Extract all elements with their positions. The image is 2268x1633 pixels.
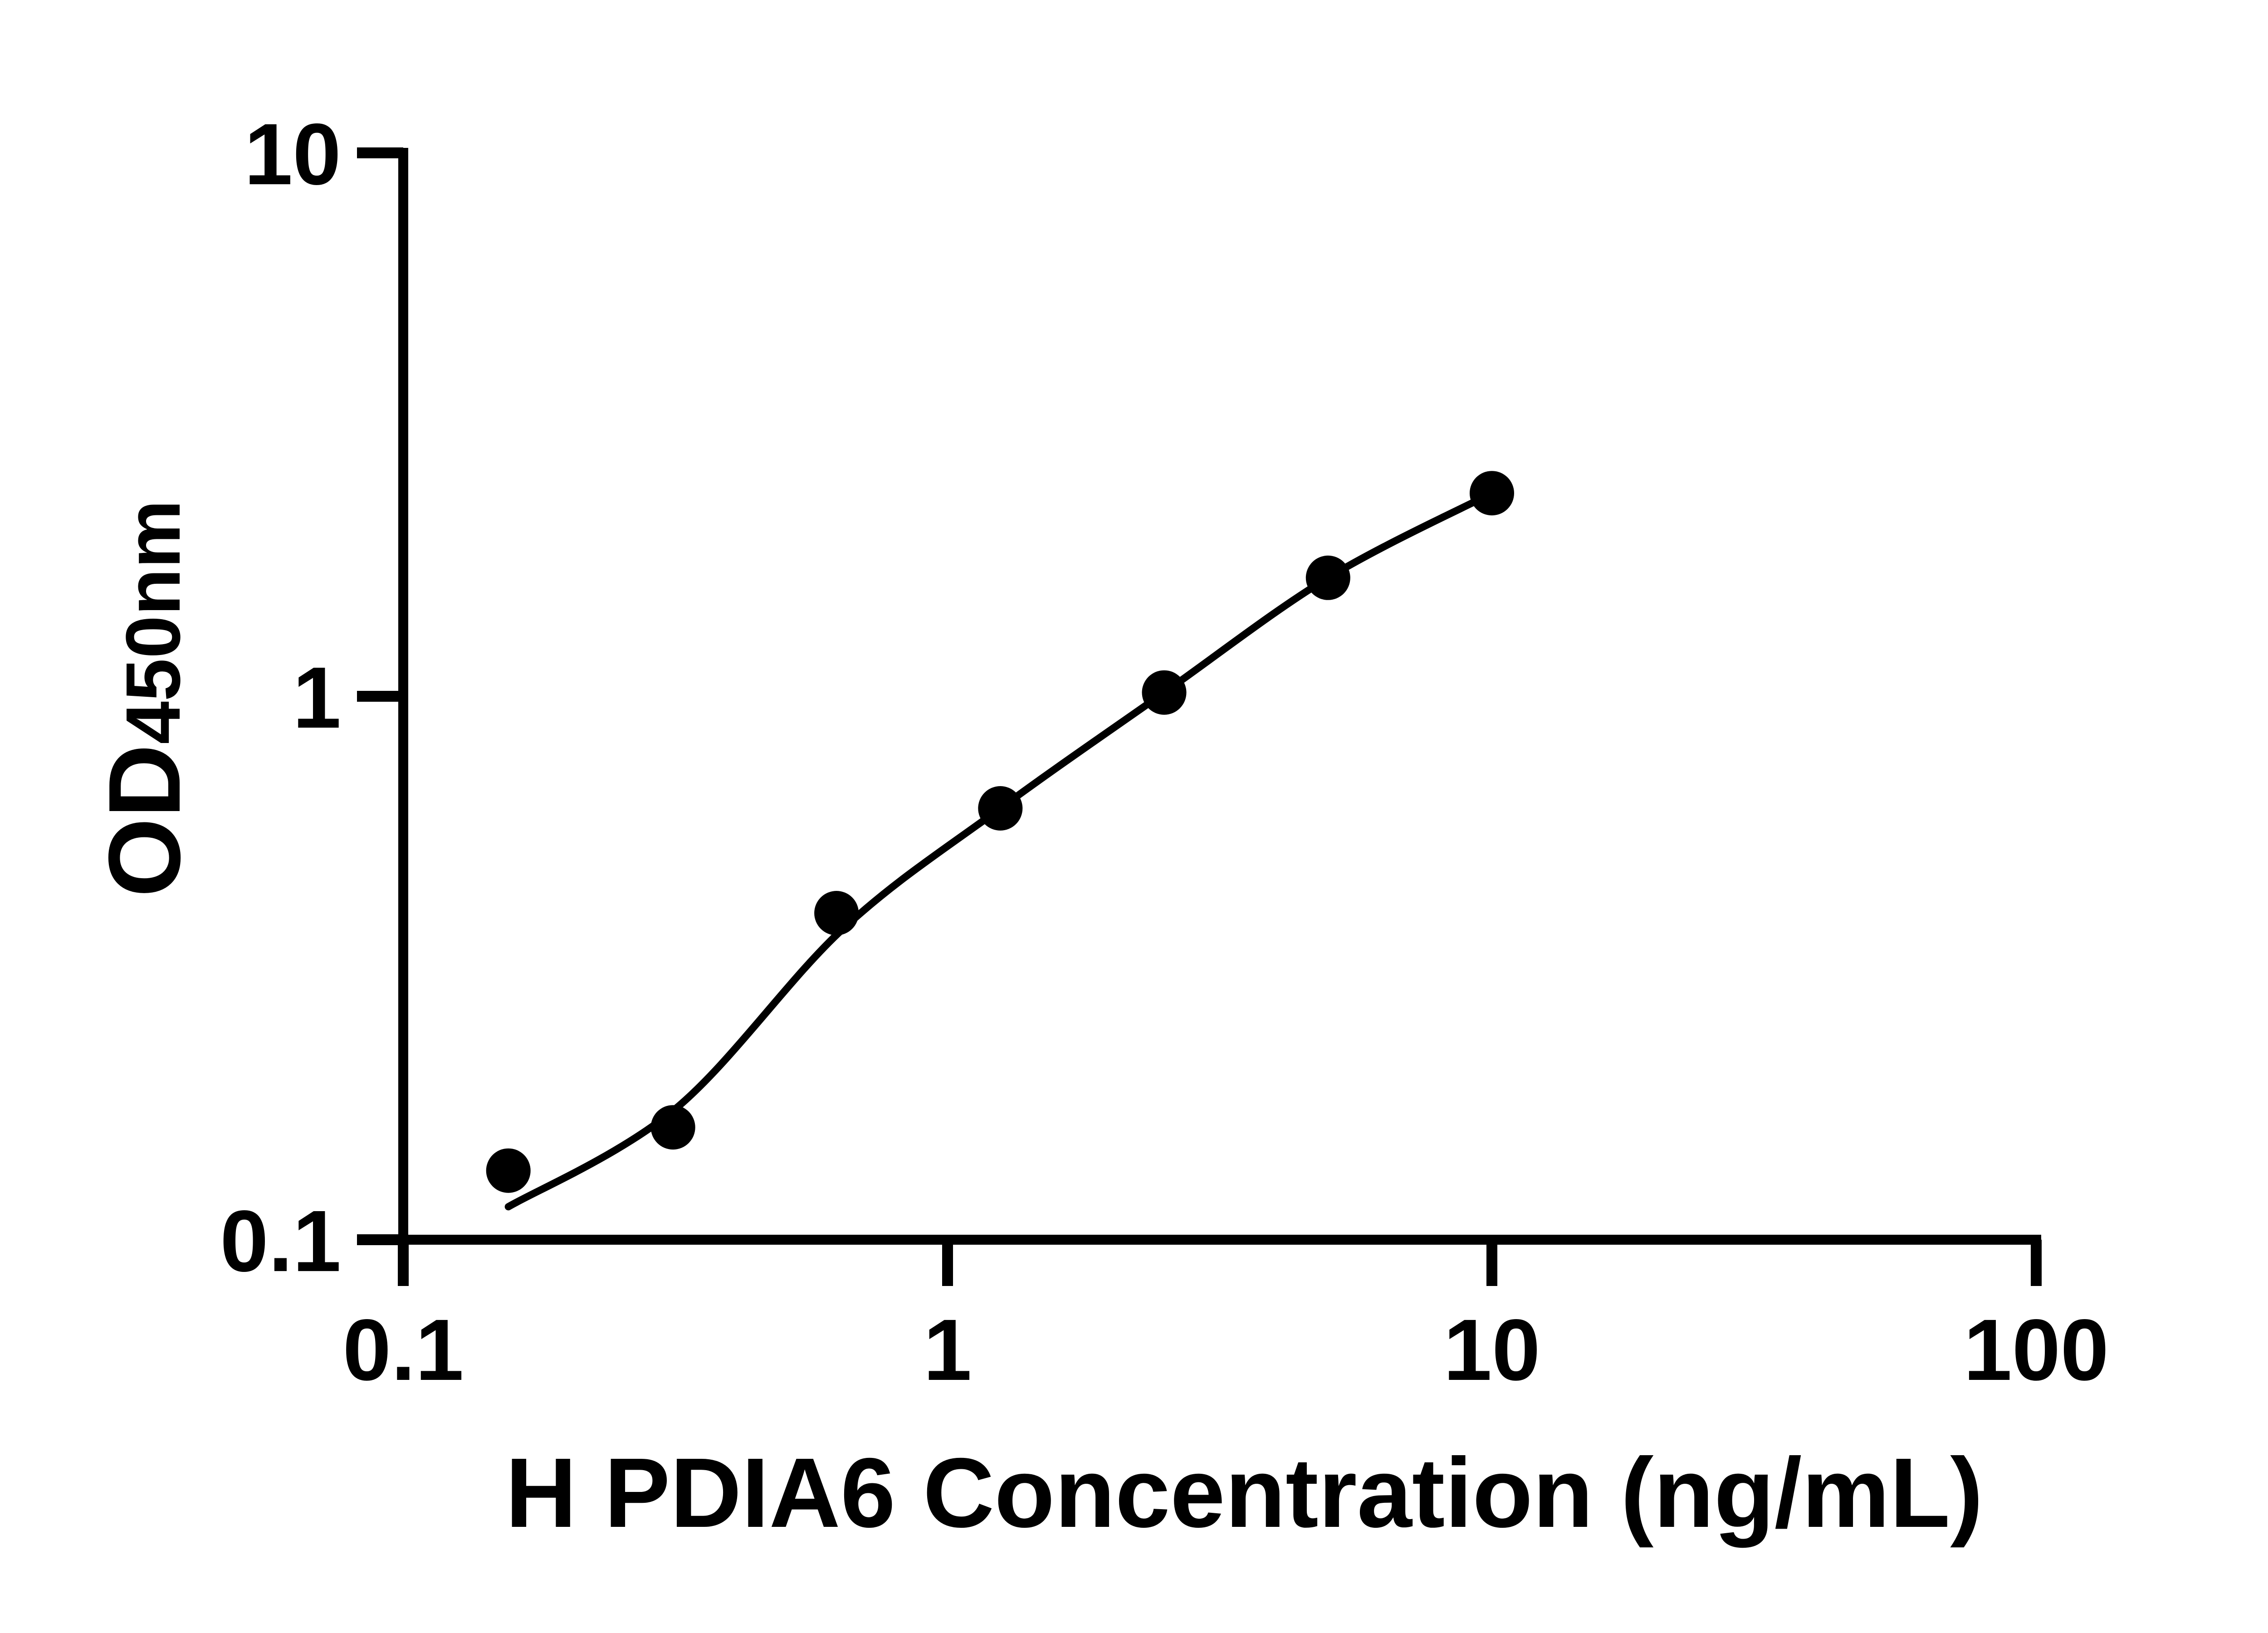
x-tick-label: 10 [1443,1301,1540,1398]
data-points-group [486,471,1514,1193]
fit-curve-group [504,489,1496,1211]
data-point [486,1148,531,1193]
y-tick-label: 0.1 [220,1192,341,1290]
data-point [1142,670,1187,715]
x-tick-label: 0.1 [343,1301,464,1398]
x-axis-title: H PDIA6 Concentration (ng/mL) [505,1438,1983,1548]
data-point [1470,471,1514,516]
x-axis-ticks: 0.1 1 10 100 [343,1240,2109,1398]
y-axis-title-main: OD [87,744,201,898]
fit-curve-line [504,489,1496,1211]
data-point [978,786,1023,831]
data-point [1305,555,1350,600]
y-axis-ticks: 0.1 1 10 [220,105,403,1290]
axes [398,148,2041,1245]
y-tick-label: 1 [293,649,341,746]
data-point [814,891,859,935]
y-axis-title: OD450nm [87,500,201,897]
y-axis-title-subscript: 450nm [110,500,196,744]
x-tick-label: 1 [924,1301,972,1398]
y-tick-label: 10 [244,105,341,203]
x-tick-label: 100 [1964,1301,2109,1398]
data-point [650,1105,695,1150]
